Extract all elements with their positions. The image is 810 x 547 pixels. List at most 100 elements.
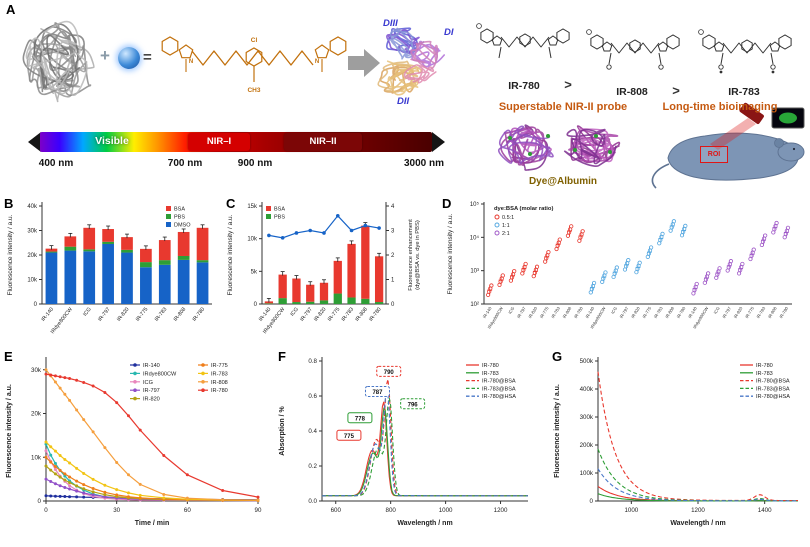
svg-text:0: 0 [391,302,395,308]
svg-text:Fluorescence enhancement: Fluorescence enhancement [408,219,414,291]
svg-text:IR-808: IR-808 [354,307,369,323]
svg-text:IR-783: IR-783 [550,305,561,319]
panel-b-letter: B [4,196,14,211]
svg-text:Absorption / %: Absorption / % [279,406,286,456]
svg-text:IR-775: IR-775 [641,305,652,319]
svg-text:IR-140: IR-140 [143,363,160,369]
svg-text:BSA: BSA [174,207,185,213]
svg-text:10k: 10k [31,454,42,461]
svg-text:IR-783: IR-783 [482,371,499,377]
equals-sign: = [143,49,152,66]
svg-text:IR-783@BSA: IR-783@BSA [756,386,790,392]
svg-text:IR-783: IR-783 [154,307,169,323]
svg-text:IR-797: IR-797 [721,305,732,319]
svg-text:IR-808: IR-808 [561,305,572,319]
svg-text:2: 2 [391,253,395,259]
svg-text:2:1: 2:1 [502,231,510,237]
svg-text:0.4: 0.4 [308,428,317,435]
svg-text:0: 0 [44,507,48,514]
svg-text:IR-820: IR-820 [630,305,641,319]
svg-text:500k: 500k [580,358,594,365]
svg-text:0: 0 [38,498,42,505]
svg-text:IR-140: IR-140 [584,305,595,319]
svg-text:10k: 10k [247,237,258,243]
svg-text:200k: 200k [580,442,594,449]
svg-text:IR-783: IR-783 [653,305,664,319]
panel-b: B 0 10k 20k 30k 40k Fluorescence intensity / … [2,196,222,348]
svg-text:ICG: ICG [82,307,93,318]
svg-text:4: 4 [391,204,395,210]
domain-label-d3: DIII [383,18,398,29]
svg-text:0: 0 [590,498,594,505]
roi-box: ROI [700,146,728,163]
tick-900nm: 900 nm [237,158,273,169]
greater-than-2: > [672,83,680,98]
panel-c: C 0 5k 10k 15k 0 1 2 3 4 Fluorescence intensity /… [224,196,438,348]
svg-text:20k: 20k [27,253,38,259]
svg-text:IR-780: IR-780 [482,363,499,369]
svg-text:Time / min: Time / min [135,520,170,527]
svg-text:100k: 100k [580,470,594,477]
svg-text:Wavelength / nm: Wavelength / nm [397,520,452,527]
svg-text:IR-820: IR-820 [313,307,328,323]
svg-text:IR-808: IR-808 [664,305,675,319]
svg-text:IR-780@BSA: IR-780@BSA [482,379,516,385]
svg-text:IR-783: IR-783 [756,371,773,377]
svg-text:60: 60 [184,507,191,514]
chart-b-svg: 0 10k 20k 30k 40k Fluorescence intensity / a.… [7,202,212,335]
svg-text:0.6: 0.6 [308,393,317,400]
svg-text:400k: 400k [580,386,594,393]
svg-text:PBS: PBS [174,215,185,221]
tick-3000nm: 3000 nm [403,158,445,169]
svg-text:IR-797: IR-797 [299,307,314,323]
domain-label-d1: DI [444,27,454,38]
svg-text:IRdye800CW: IRdye800CW [143,371,177,377]
svg-text:BSA: BSA [274,207,285,213]
svg-text:ICG: ICG [713,306,721,315]
svg-text:1000: 1000 [439,507,453,514]
nir1-label: NIR–I [188,133,250,151]
svg-text:IR-808: IR-808 [211,380,228,386]
dye-name-ir783: IR-783 [728,86,760,98]
svg-text:IR-797: IR-797 [619,305,630,319]
svg-text:IR-783: IR-783 [211,371,228,377]
plus-sign: + [100,46,110,65]
svg-text:20k: 20k [31,411,42,418]
panel-e-letter: E [4,349,13,364]
svg-text:N: N [189,59,193,65]
svg-text:IR-797: IR-797 [97,307,112,323]
svg-text:N: N [315,59,319,65]
panel-d-letter: D [442,196,452,211]
svg-text:796: 796 [408,402,419,408]
panel-a-graphic: Cl CH3 N N [22,20,805,189]
imaging-title: Long-time bioimaging [662,101,778,113]
svg-text:PBS: PBS [274,215,285,221]
albumin-label: Dye@Albumin [528,176,598,187]
svg-text:Fluorescence intensity / a.u.: Fluorescence intensity / a.u. [447,213,454,294]
svg-text:1200: 1200 [691,507,705,514]
spectrum-left-arrow-icon [28,132,41,152]
dye-name-ir780: IR-780 [508,80,540,92]
probe-title: Superstable NIR-II probe [498,101,628,113]
chart-e-svg: 0 10k 20k 30k 0 30 60 90 Time / min Fluorescence … [6,357,262,527]
svg-text:1400: 1400 [758,507,772,514]
svg-text:15k: 15k [247,204,258,210]
svg-text:1: 1 [391,278,395,284]
svg-text:Fluorescence intensity / a.u.: Fluorescence intensity / a.u. [7,214,14,295]
svg-text:10k: 10k [27,278,38,284]
svg-text:dye:BSA (molar ratio): dye:BSA (molar ratio) [494,206,553,212]
svg-text:Cl: Cl [251,37,258,44]
tick-700nm: 700 nm [167,158,203,169]
svg-text:ICG: ICG [289,307,300,318]
svg-text:40k: 40k [27,204,38,210]
svg-text:IR-808: IR-808 [767,305,778,319]
svg-text:CH3: CH3 [247,87,260,94]
svg-text:ICG: ICG [143,380,153,386]
panel-c-letter: C [226,196,236,211]
panel-e: E 0 10k 20k 30k 0 30 60 90 Time / min Fluorescenc… [2,349,272,547]
svg-text:10⁴: 10⁴ [470,234,480,241]
svg-text:IR-775: IR-775 [211,363,228,369]
svg-text:Fluorescence intensity / a.u.: Fluorescence intensity / a.u. [6,384,13,478]
svg-text:ICG: ICG [610,306,618,315]
